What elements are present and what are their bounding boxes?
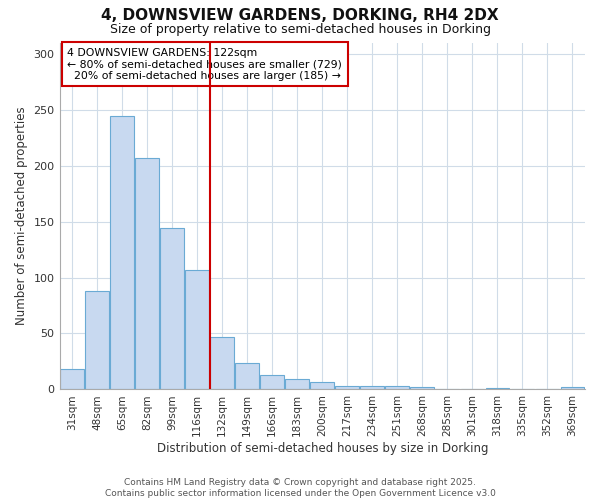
Bar [560,387,584,390]
Bar [310,382,334,390]
Text: Contains HM Land Registry data © Crown copyright and database right 2025.
Contai: Contains HM Land Registry data © Crown c… [104,478,496,498]
Bar [210,337,234,390]
Bar [135,158,159,390]
Bar [286,380,309,390]
Bar [160,228,184,390]
Bar [385,386,409,390]
Y-axis label: Number of semi-detached properties: Number of semi-detached properties [15,106,28,326]
Bar [410,387,434,390]
Bar [110,116,134,390]
Bar [85,291,109,390]
Bar [485,388,509,390]
Bar [235,362,259,390]
Text: 4, DOWNSVIEW GARDENS, DORKING, RH4 2DX: 4, DOWNSVIEW GARDENS, DORKING, RH4 2DX [101,8,499,22]
Bar [260,375,284,390]
Text: Size of property relative to semi-detached houses in Dorking: Size of property relative to semi-detach… [110,22,491,36]
Bar [185,270,209,390]
Bar [60,370,84,390]
Bar [361,386,384,390]
Text: 4 DOWNSVIEW GARDENS: 122sqm
← 80% of semi-detached houses are smaller (729)
  20: 4 DOWNSVIEW GARDENS: 122sqm ← 80% of sem… [67,48,342,81]
Bar [335,386,359,390]
X-axis label: Distribution of semi-detached houses by size in Dorking: Distribution of semi-detached houses by … [157,442,488,455]
